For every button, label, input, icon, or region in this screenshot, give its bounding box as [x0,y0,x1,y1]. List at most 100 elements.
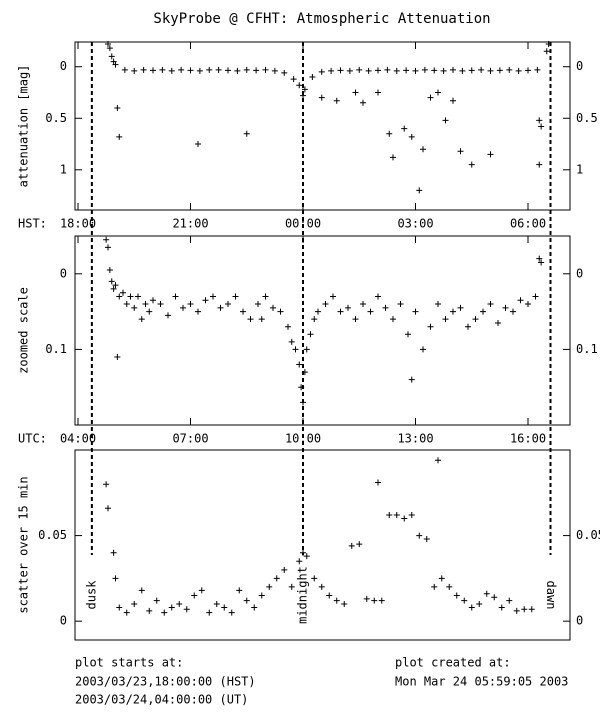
data-point [262,293,269,300]
data-point [172,293,179,300]
data-point [468,161,475,168]
data-point [266,583,273,590]
data-point [416,187,423,194]
data-point [393,67,400,74]
data-point [461,597,468,604]
data-point [525,67,531,74]
data-point [538,123,545,130]
data-point [159,66,166,73]
data-point [375,67,381,74]
data-point [243,66,250,73]
data-point [187,301,194,308]
data-point [285,323,291,330]
y-tick-label: 0 [576,266,583,280]
data-point [487,301,494,308]
data-point [108,278,115,285]
data-point [532,293,539,300]
x-tick-label: 03:00 [397,217,433,231]
data-point [435,89,441,96]
data-point [390,316,396,323]
data-point [150,297,156,304]
data-point [386,512,393,519]
data-point [348,542,355,549]
x-tick-label: 04:00 [60,432,96,446]
data-point [431,67,438,74]
data-point [110,549,117,556]
data-point [120,289,126,296]
data-point [337,67,344,74]
data-point [103,236,110,243]
data-point [384,66,391,73]
y-tick-label: 0.5 [45,111,67,125]
y-tick-label: 0.1 [45,342,67,356]
x-tick-label: 07:00 [172,432,208,446]
data-point [506,66,513,73]
data-point [106,267,113,274]
data-point [401,515,408,522]
data-point [303,553,310,560]
data-point [301,86,308,93]
data-point [225,67,231,74]
data-point [271,67,278,74]
data-point [401,125,408,132]
data-point [206,66,213,73]
data-point [105,41,111,48]
data-point [165,312,171,319]
data-point [210,293,216,300]
data-point [228,609,235,616]
data-point [150,67,156,74]
data-point [243,130,250,137]
y-tick-label: 0.05 [576,528,600,542]
data-point [281,69,288,76]
data-point [311,316,318,323]
data-point [360,99,366,106]
data-point [515,67,522,74]
data-point [352,316,359,323]
data-point [459,67,466,74]
data-point [168,67,175,74]
data-point [450,97,456,104]
y-tick-label: 1 [60,162,67,176]
data-point [378,597,385,604]
data-point [292,346,299,353]
data-point [397,301,404,308]
data-point [140,66,147,73]
footer-text: Mon Mar 24 05:59:05 2003 [395,675,568,689]
data-point [296,82,303,89]
data-point [270,304,276,311]
data-point [103,481,110,488]
data-point [187,67,194,74]
data-point [412,308,419,315]
data-point [513,607,520,614]
plot-frame [74,449,571,641]
data-point [382,304,389,311]
data-point [375,479,381,486]
x-tick-label: 10:00 [285,432,321,446]
data-point [408,512,415,519]
data-point [146,607,153,614]
data-point [123,609,130,616]
data-point [457,148,464,155]
data-point [393,512,400,519]
data-point [288,338,295,345]
data-point [240,308,246,315]
data-point [116,133,123,140]
data-point [288,583,295,590]
data-point [517,297,524,304]
data-point [296,558,303,565]
data-point [236,587,243,594]
data-point [153,597,160,604]
data-point [525,301,531,308]
data-point [435,457,441,464]
marker-label: dusk [84,580,98,610]
data-point [326,592,333,599]
data-point [180,304,186,311]
x-axis-label: HST: [18,217,47,231]
data-point [453,592,460,599]
data-point [322,301,329,308]
data-point [198,587,205,594]
data-point [496,67,503,74]
data-point [345,304,351,311]
data-point [262,66,269,73]
